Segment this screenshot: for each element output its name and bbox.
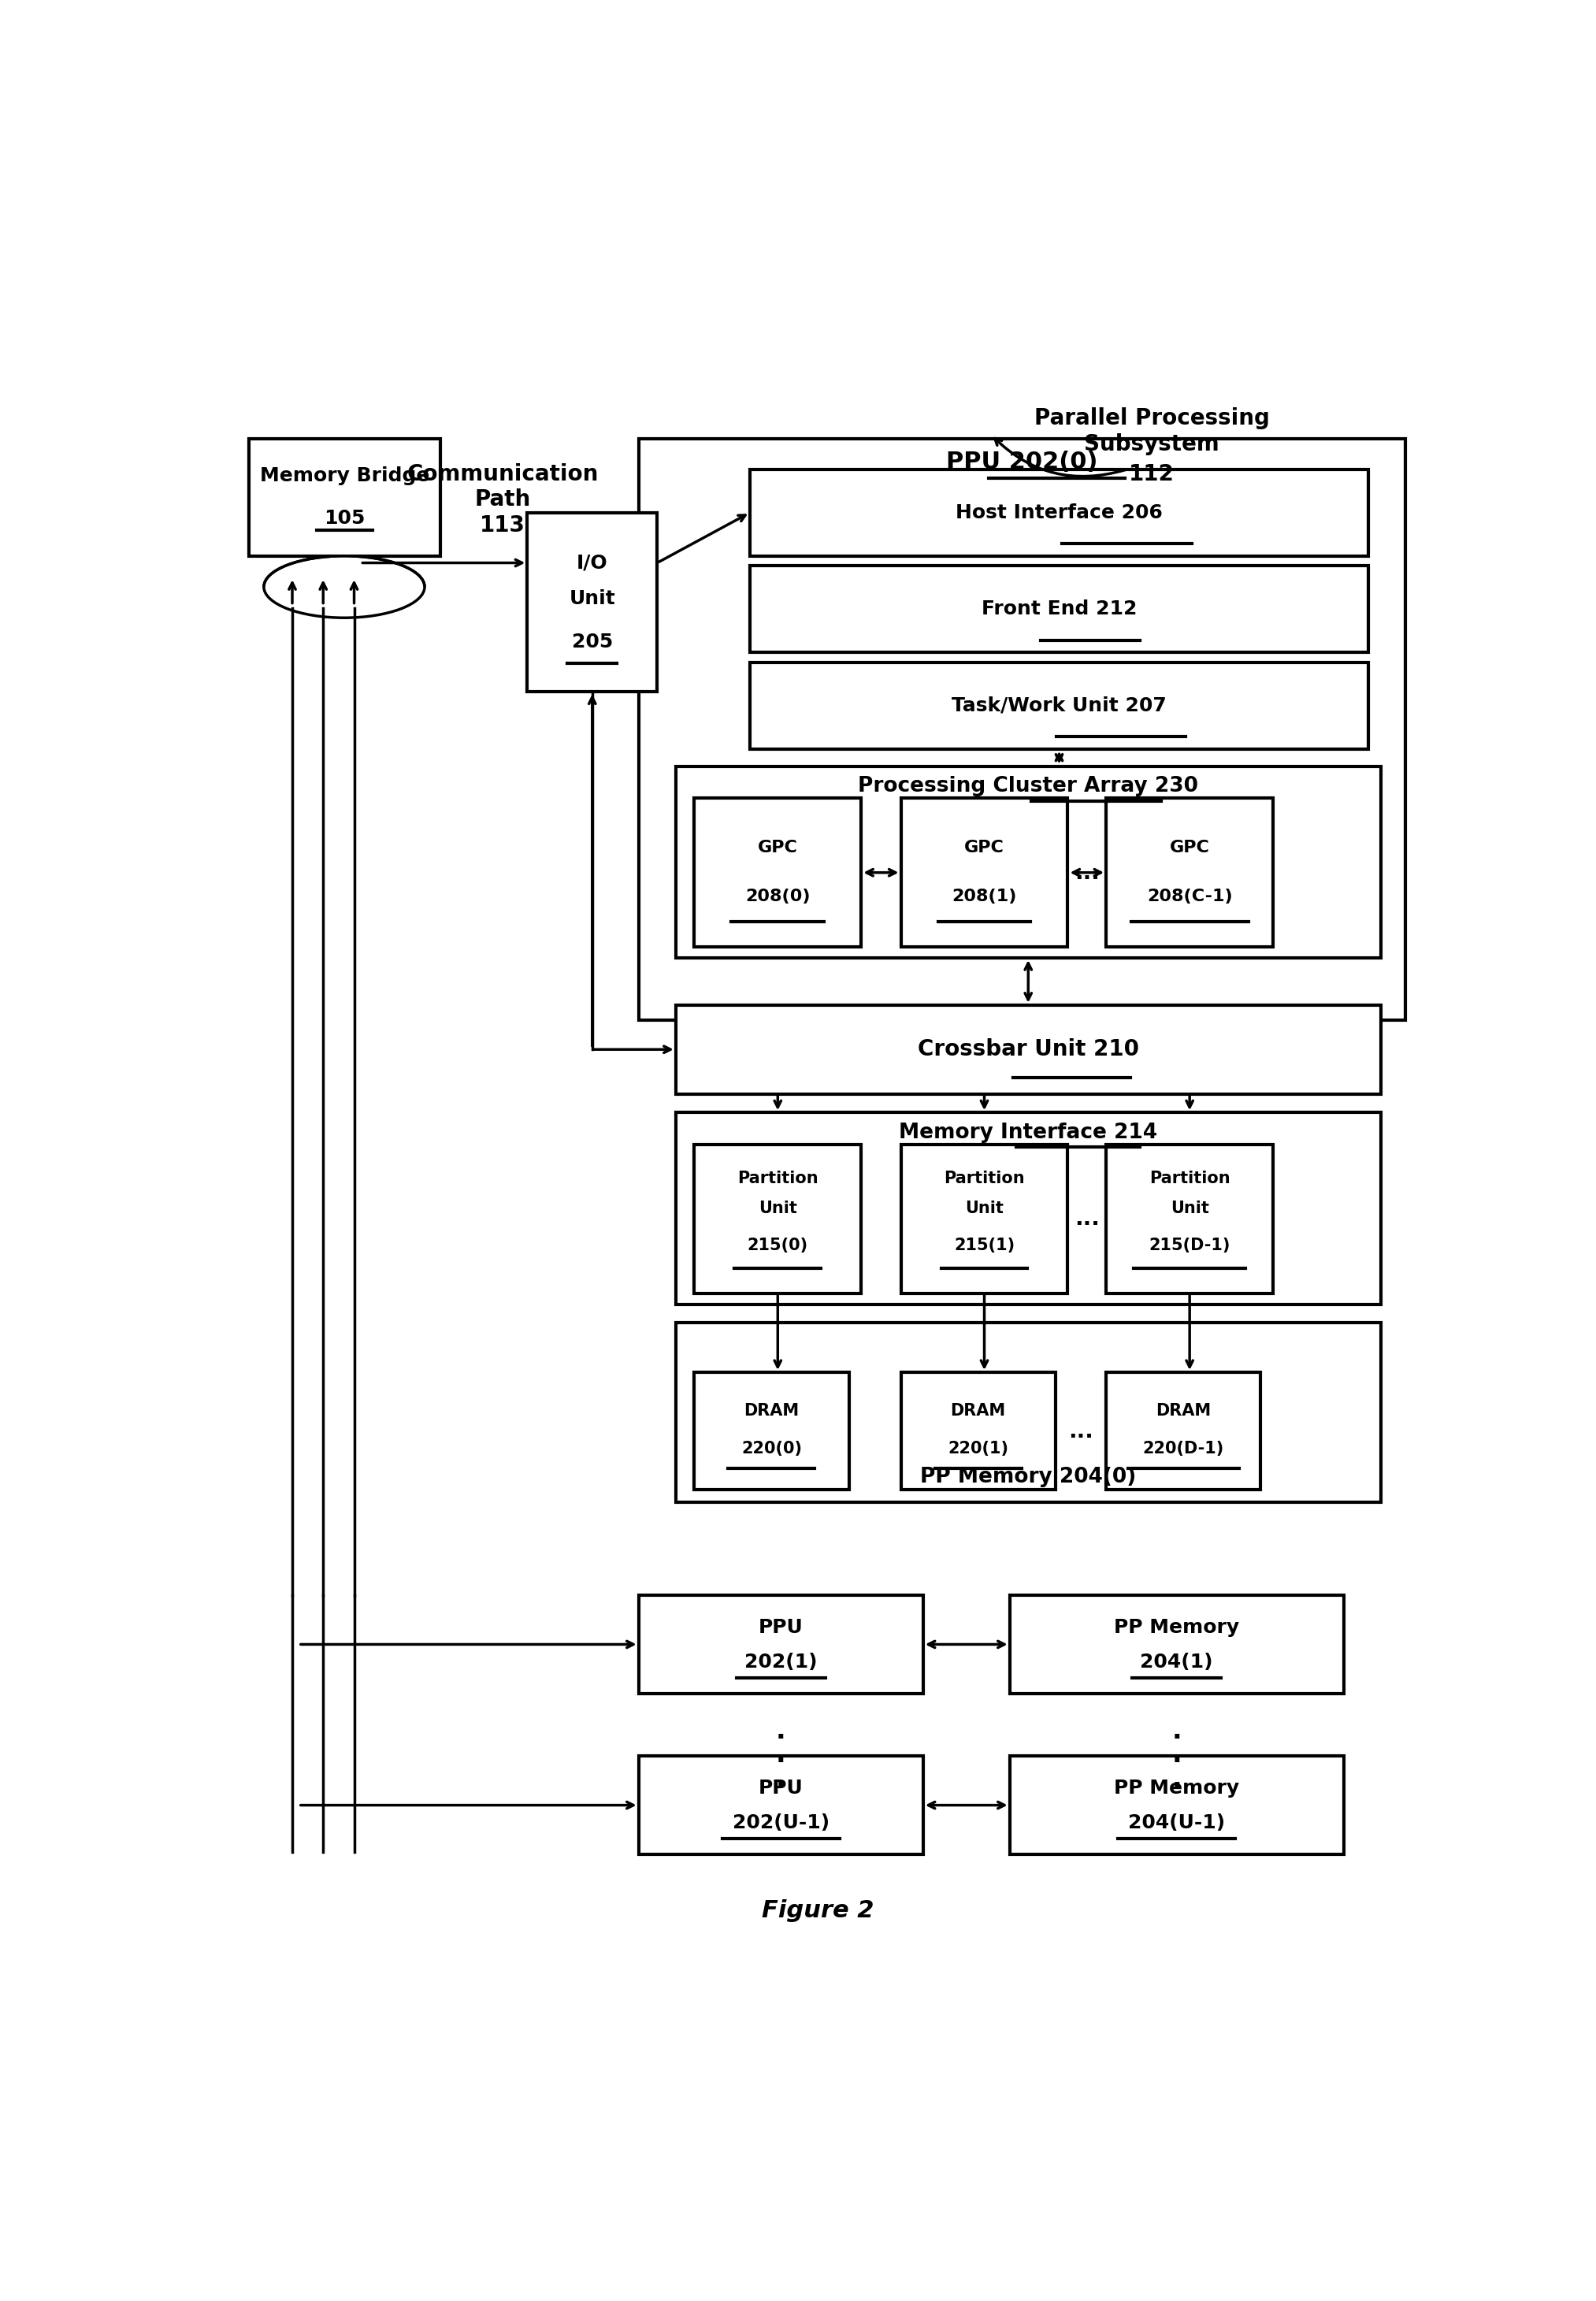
Text: ...: ... [1074, 861, 1100, 884]
Text: Processing Cluster Array 230: Processing Cluster Array 230 [859, 775, 1199, 796]
Bar [750, 469, 1368, 557]
Text: Unit: Unit [758, 1201, 796, 1217]
Bar [527, 513, 658, 693]
Text: Unit: Unit [1170, 1201, 1208, 1217]
Bar [1106, 1144, 1274, 1293]
Text: ...: ... [1068, 1420, 1093, 1443]
Text: 202(1): 202(1) [744, 1652, 817, 1671]
Text: 204(U-1): 204(U-1) [1128, 1813, 1226, 1832]
Text: 215(1): 215(1) [954, 1238, 1015, 1254]
Text: PPU 202(0): PPU 202(0) [946, 451, 1098, 474]
Bar [1010, 1756, 1344, 1855]
Bar [675, 1006, 1381, 1093]
Text: Partition: Partition [1149, 1171, 1231, 1187]
Text: Unit: Unit [966, 1201, 1004, 1217]
Text: Partition: Partition [943, 1171, 1025, 1187]
Text: GPC: GPC [964, 840, 1004, 856]
Bar [694, 1144, 862, 1293]
Text: 220(0): 220(0) [741, 1440, 801, 1457]
Text: Figure 2: Figure 2 [761, 1898, 875, 1921]
Text: 208(1): 208(1) [951, 888, 1017, 904]
Text: Task/Work Unit 207: Task/Work Unit 207 [951, 697, 1167, 716]
Text: PPU: PPU [758, 1779, 803, 1797]
Text: 105: 105 [324, 509, 365, 527]
Bar [638, 439, 1406, 1019]
Bar [900, 1371, 1055, 1489]
Text: I/O: I/O [576, 555, 608, 573]
Text: GPC: GPC [1170, 840, 1210, 856]
Text: 208(C-1): 208(C-1) [1148, 888, 1232, 904]
Text: ·
·
·: · · · [776, 1726, 785, 1799]
Text: Memory Bridge: Memory Bridge [260, 467, 429, 486]
Text: 208(0): 208(0) [745, 888, 811, 904]
Text: DRAM: DRAM [951, 1404, 1005, 1420]
Text: DRAM: DRAM [1156, 1404, 1211, 1420]
Bar [249, 439, 440, 557]
Bar [675, 1323, 1381, 1503]
Text: ...: ... [1074, 1208, 1100, 1231]
Text: GPC: GPC [758, 840, 798, 856]
Text: PPU: PPU [758, 1618, 803, 1636]
Text: 202(U-1): 202(U-1) [733, 1813, 830, 1832]
Ellipse shape [263, 557, 425, 617]
Text: PP Memory: PP Memory [1114, 1779, 1240, 1797]
Bar [1106, 1371, 1261, 1489]
Bar [675, 1111, 1381, 1305]
Bar [675, 766, 1381, 957]
Bar [638, 1756, 922, 1855]
Bar [694, 798, 862, 946]
Bar [900, 798, 1068, 946]
Text: PP Memory: PP Memory [1114, 1618, 1240, 1636]
Text: Front End 212: Front End 212 [982, 601, 1136, 619]
Text: Parallel Processing
Subsystem: Parallel Processing Subsystem [1034, 407, 1270, 456]
Text: 215(D-1): 215(D-1) [1149, 1238, 1231, 1254]
Text: Unit: Unit [570, 589, 616, 607]
Text: DRAM: DRAM [744, 1404, 800, 1420]
Text: Partition: Partition [737, 1171, 819, 1187]
Bar [900, 1144, 1068, 1293]
Text: Crossbar Unit 210: Crossbar Unit 210 [918, 1038, 1140, 1061]
Text: 204(1): 204(1) [1140, 1652, 1213, 1671]
Text: 220(1): 220(1) [948, 1440, 1009, 1457]
Text: Communication
Path
113: Communication Path 113 [407, 463, 598, 536]
Bar [1106, 798, 1274, 946]
Bar [694, 1371, 849, 1489]
Text: ·
·
·: · · · [1171, 1726, 1181, 1799]
Bar [750, 566, 1368, 653]
Text: PP Memory 204(0): PP Memory 204(0) [921, 1466, 1136, 1486]
Text: 215(0): 215(0) [747, 1238, 808, 1254]
Bar [750, 663, 1368, 748]
Text: 205: 205 [571, 633, 613, 651]
Text: Memory Interface 214: Memory Interface 214 [899, 1123, 1157, 1144]
Bar [1010, 1595, 1344, 1694]
Text: 220(D-1): 220(D-1) [1143, 1440, 1224, 1457]
Bar [638, 1595, 922, 1694]
Text: 112: 112 [1128, 463, 1175, 486]
Text: Host Interface 206: Host Interface 206 [956, 504, 1163, 522]
